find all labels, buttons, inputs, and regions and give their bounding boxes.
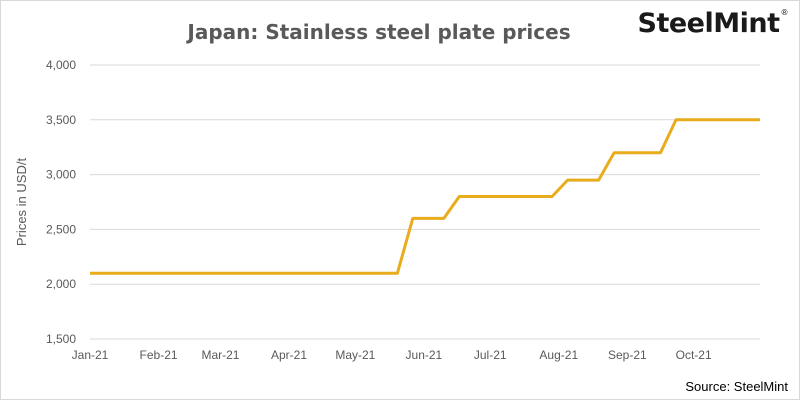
y-tick-label: 3,000	[46, 168, 76, 182]
x-tick-label: Apr-21	[271, 348, 307, 362]
x-tick-label: Oct-21	[676, 348, 712, 362]
steelmint-logo: SteelMint®	[637, 8, 789, 39]
series-line	[90, 118, 760, 275]
y-tick-label: 4,000	[46, 58, 76, 72]
x-tick-label: Aug-21	[539, 348, 578, 362]
x-tick-label: Jul-21	[474, 348, 507, 362]
chart-title: Japan: Stainless steel plate prices	[187, 20, 571, 44]
x-tick-label: Mar-21	[201, 348, 239, 362]
x-axis-ticks: Jan-21 Feb-21 Mar-21 Apr-21 May-21 Jun-21 Jul-…	[72, 348, 712, 362]
logo-text: SteelMint	[637, 8, 780, 39]
y-axis-ticks: 1,500 2,000 2,500 3,000 3,500 4,000	[46, 58, 76, 346]
series-group	[90, 118, 760, 275]
y-tick-label: 2,500	[46, 222, 76, 236]
x-tick-label: Jan-21	[72, 348, 109, 362]
x-tick-label: Jun-21	[406, 348, 443, 362]
y-tick-label: 1,500	[46, 332, 76, 346]
y-axis-label: Prices in USD/t	[14, 158, 29, 247]
x-tick-label: May-21	[335, 348, 375, 362]
y-tick-label: 2,000	[46, 277, 76, 291]
source-note: Source: SteelMint	[685, 379, 788, 394]
registered-mark: ®	[780, 8, 789, 17]
y-tick-label: 3,500	[46, 113, 76, 127]
gridlines	[90, 64, 760, 340]
x-tick-label: Feb-21	[140, 348, 178, 362]
x-tick-label: Sep-21	[608, 348, 647, 362]
